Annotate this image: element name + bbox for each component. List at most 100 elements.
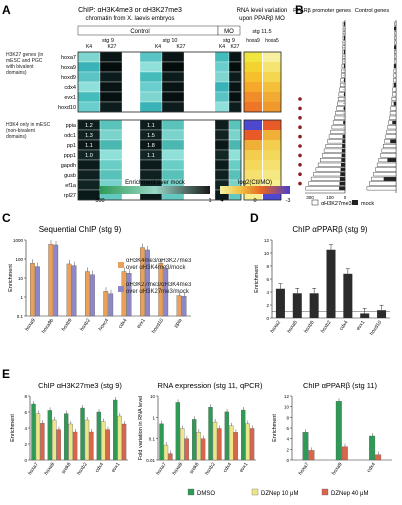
gene-label: rpl27 [64,193,76,199]
enrichment-scale-label: Enrichment over mock [125,180,186,186]
heat-cell [161,139,185,151]
gene-label: hoxa9 [61,65,76,71]
b-mock-right [392,120,396,125]
b-mock-right [383,177,396,181]
rna-col-1: hoxa9 [246,38,260,44]
heat-cell [228,129,242,141]
c-legend-swatch-1 [118,262,124,268]
e-legend-swatch [251,488,259,496]
e1-bar [47,410,53,461]
heat-cell [139,61,163,73]
rna-cell [244,150,262,160]
rna-cell [263,52,281,62]
heat-cell [228,51,242,63]
d-ylabel: Enrichment [254,265,260,293]
rna-cell [244,62,262,72]
stage-label-1: stg 9 [102,38,114,44]
e2-ylabel: Fold variation in RNA level [138,396,144,461]
e1-bar [31,403,36,461]
e3-bar [341,446,348,461]
mark-label: K4 [219,44,225,50]
e1-bar [89,431,94,461]
group2-label: H3K4 only in mESC (non-bivalent domains) [6,122,51,140]
e3-ytick-label: 4 [286,437,289,442]
heat-cell [161,51,185,63]
heat-cell [139,81,163,93]
c-bar [66,263,72,317]
heat-value: 1.2 [85,123,93,129]
heat-cell [228,101,242,113]
mo-header [217,25,241,36]
heat-cell [99,71,123,83]
legend-k27: αH3K27me3 [321,201,352,207]
c-bar [35,266,40,317]
heat-cell [139,159,163,171]
heat-value: 1.5 [147,133,155,139]
e1-category-label: cdx4 [94,462,105,474]
heat-cell [214,169,230,181]
c-category-label: evx1 [136,318,147,330]
rna-cell [244,160,262,170]
b-bar-right [366,186,397,191]
panel-b-bars: 300 100 0 [298,20,397,200]
e2-ytick-label: 1 [152,415,155,420]
rna-cell [244,130,262,140]
log-tick-3: -3 [286,198,291,204]
b-marker [298,144,302,148]
legend-swatch-k27 [311,199,319,206]
group1-label-box: H3K27 genes (in mESC and PGC with bivale… [6,52,43,76]
b-axis-tick: 300 [306,195,314,200]
c-legend-2: αH3K27me3/αH3K4me3 over αH3K27me3/mock [126,282,191,295]
c-ytick-label: 1000 [13,238,24,243]
e1-bar [84,419,90,461]
rna-cell [244,92,262,102]
e1-category-label: srek8 [61,462,73,476]
c-bar [85,271,90,317]
b-marker [298,134,302,139]
mark-label: K27 [108,44,117,50]
e2-title: RNA expression (stg 11, qPCR) [158,381,263,390]
e2-bar [192,419,197,461]
rna-cell [263,140,281,150]
c-category-label: cdx4 [117,318,128,330]
b-bar-right [393,78,397,83]
e-legend-label: DMSO [197,491,215,497]
d-category-label: evx1 [355,320,366,332]
e2-ytick-label: 0.01 [146,458,155,463]
heat-cell [214,61,230,73]
heat-value: 1.8 [147,143,155,149]
d-ytick-label: 6 [266,277,269,282]
c-category-label: hoxd10 [151,318,165,335]
panel-letter-d: D [250,211,259,225]
heat-cell [139,169,163,181]
heat-cell [99,101,123,113]
group2-border [77,119,242,201]
b-mock-right [390,139,396,144]
e1-category-label: hoxa7 [27,462,40,477]
b-mock-right [394,83,396,87]
e1-bar [113,399,118,461]
rna-group1-border [243,51,282,113]
gene-label: gusb [64,173,76,179]
b-marker [298,106,302,111]
b-bar-right [389,115,397,120]
heat-cell [99,81,123,93]
e3-ytick-label: 8 [286,415,289,420]
heat-cell [99,61,123,73]
c-ytick-label: 100 [15,257,23,262]
b-bar-right [394,21,397,26]
bar-charts: Sequential ChIP (stg 9)Enrichment0.11101… [8,225,392,497]
c-title: Sequential ChIP (stg 9) [39,225,122,234]
e2-bar [233,432,238,461]
b-mock-bar [339,177,345,181]
gene-label: ppia [66,123,77,129]
b-bar-right [392,92,397,97]
c-legend-swatch-2 [118,286,124,292]
mark-label: K4 [155,44,161,50]
b-mock-bar [339,186,345,191]
heat-cell [161,129,185,141]
gene-label: pp1 [67,143,76,149]
e1-bar [52,419,57,461]
b-right-title: Control genes [355,8,389,14]
